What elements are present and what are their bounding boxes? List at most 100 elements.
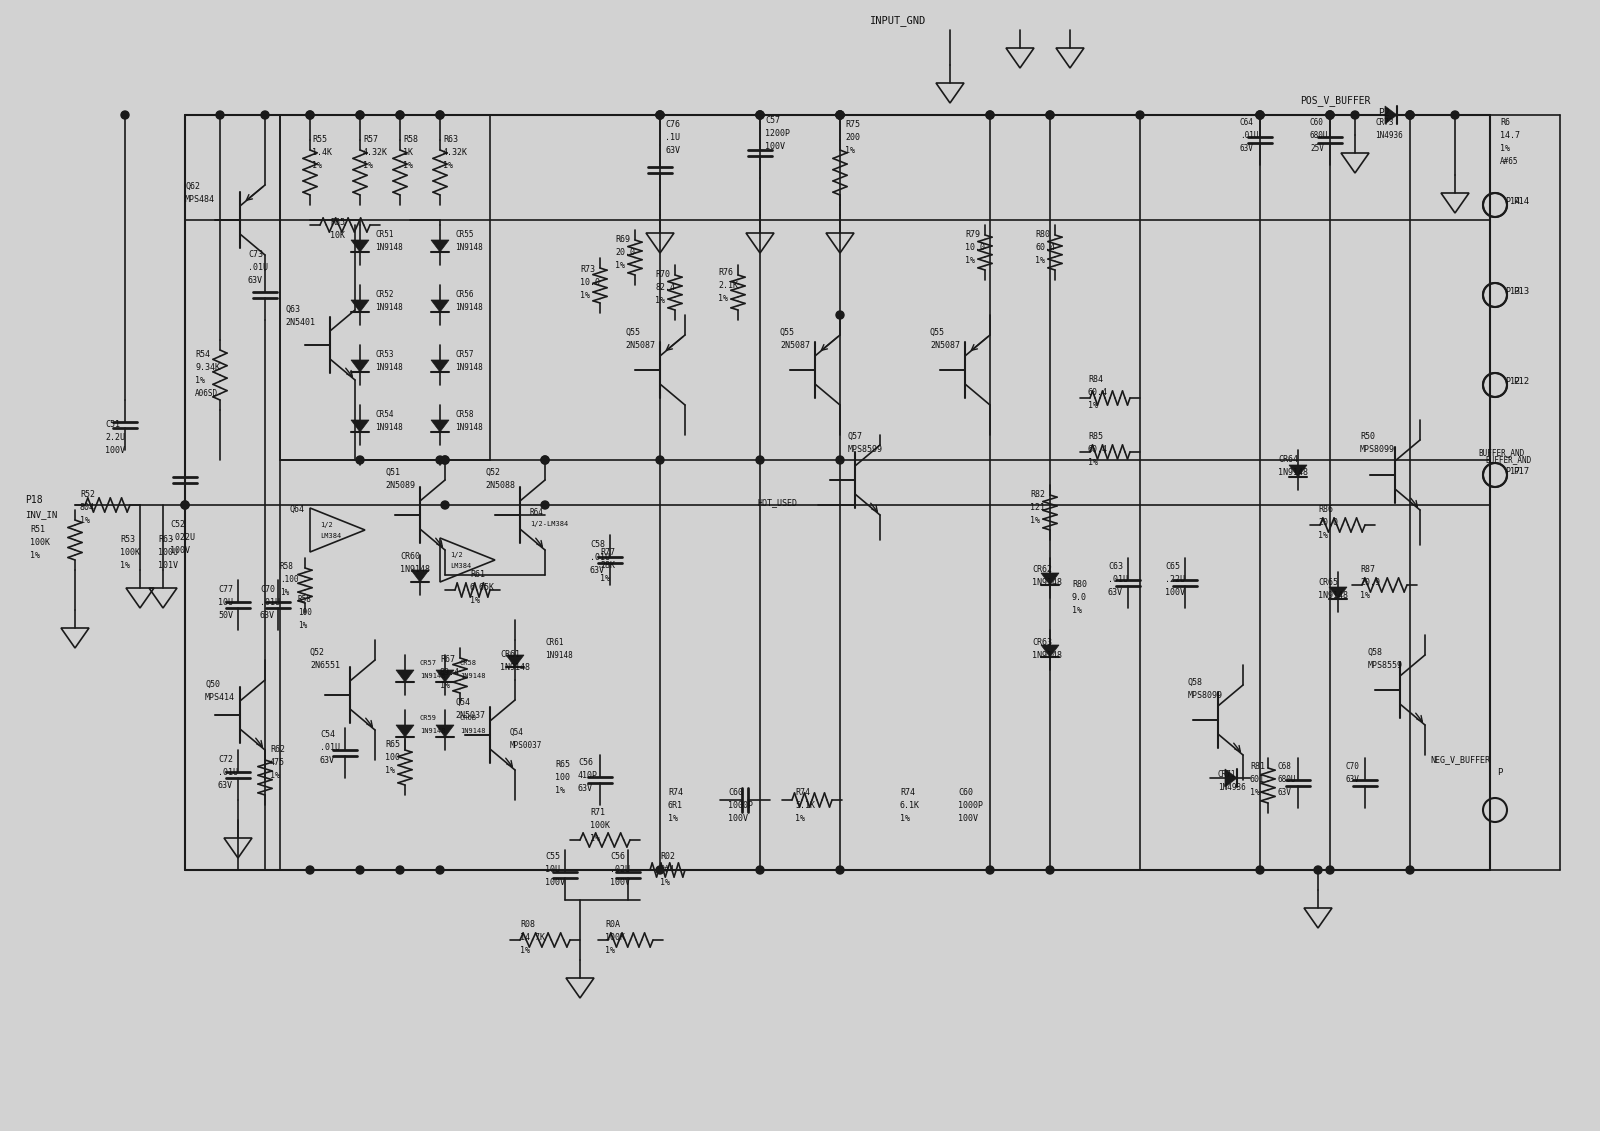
Text: P14: P14 xyxy=(1514,197,1530,206)
Text: R63: R63 xyxy=(158,535,173,544)
Text: 60.4: 60.4 xyxy=(1088,444,1107,454)
Text: 9.34K: 9.34K xyxy=(195,363,221,372)
Circle shape xyxy=(355,111,365,119)
Circle shape xyxy=(1326,111,1334,119)
Polygon shape xyxy=(1290,465,1307,477)
Text: 1%: 1% xyxy=(795,814,805,823)
Circle shape xyxy=(757,456,765,464)
Text: Q55: Q55 xyxy=(930,328,946,337)
Circle shape xyxy=(656,111,664,119)
Text: .1U: .1U xyxy=(666,133,680,143)
Text: 63V: 63V xyxy=(1240,144,1254,153)
Text: 1N9148: 1N9148 xyxy=(374,423,403,432)
Text: 100V: 100V xyxy=(728,814,749,823)
Text: 1N9148: 1N9148 xyxy=(454,423,483,432)
Text: 2.1K: 2.1K xyxy=(718,280,738,290)
Text: CR64: CR64 xyxy=(1278,455,1298,464)
Text: 2.2U: 2.2U xyxy=(106,433,125,442)
Circle shape xyxy=(1406,111,1414,119)
Text: P12: P12 xyxy=(1514,377,1530,386)
Circle shape xyxy=(355,456,365,464)
Text: C70: C70 xyxy=(259,585,275,594)
Text: MPS414: MPS414 xyxy=(205,693,235,702)
Text: 100V: 100V xyxy=(765,143,786,152)
Text: 25V: 25V xyxy=(1310,144,1323,153)
Text: R76: R76 xyxy=(718,268,733,277)
Text: .01U: .01U xyxy=(218,768,238,777)
Text: C55: C55 xyxy=(546,852,560,861)
Text: 1000P: 1000P xyxy=(728,801,754,810)
Text: C57: C57 xyxy=(765,116,781,126)
Text: Q54: Q54 xyxy=(454,698,470,707)
Text: R70: R70 xyxy=(654,270,670,279)
Circle shape xyxy=(1314,866,1322,874)
Text: 1%: 1% xyxy=(520,946,530,955)
Polygon shape xyxy=(397,670,414,682)
Text: CR63: CR63 xyxy=(1032,638,1053,647)
Text: 1%: 1% xyxy=(845,146,854,155)
Text: 1.4K: 1.4K xyxy=(312,148,333,157)
Text: 2N5087: 2N5087 xyxy=(930,342,960,349)
Text: MPS8559: MPS8559 xyxy=(1368,661,1403,670)
Circle shape xyxy=(656,456,664,464)
Text: 680U: 680U xyxy=(1278,775,1296,784)
Text: R71: R71 xyxy=(590,808,605,817)
Text: CR58: CR58 xyxy=(461,661,477,666)
Text: C73: C73 xyxy=(248,250,262,259)
Circle shape xyxy=(1046,111,1054,119)
Text: 89.4: 89.4 xyxy=(440,668,461,677)
Text: CR52: CR52 xyxy=(374,290,394,299)
Text: R02: R02 xyxy=(661,852,675,861)
Text: 2N5037: 2N5037 xyxy=(454,711,485,720)
Circle shape xyxy=(397,866,403,874)
Text: .100: .100 xyxy=(280,575,299,584)
Text: 1%: 1% xyxy=(312,161,322,170)
Text: 680U: 680U xyxy=(1310,131,1328,140)
Text: C63: C63 xyxy=(1107,562,1123,571)
Circle shape xyxy=(181,501,189,509)
Text: .01U: .01U xyxy=(1240,131,1259,140)
Text: R65: R65 xyxy=(555,760,570,769)
Circle shape xyxy=(835,866,845,874)
Circle shape xyxy=(1451,111,1459,119)
Circle shape xyxy=(355,111,365,119)
Polygon shape xyxy=(1330,587,1347,599)
Text: 1N9148: 1N9148 xyxy=(461,673,485,679)
Text: BUFFER_AND: BUFFER_AND xyxy=(1485,455,1531,464)
Text: A#65: A#65 xyxy=(1501,157,1518,166)
Circle shape xyxy=(261,111,269,119)
Text: 63V: 63V xyxy=(578,784,594,793)
Text: R74: R74 xyxy=(669,788,683,797)
Text: 2N5401: 2N5401 xyxy=(285,318,315,327)
Text: CR54: CR54 xyxy=(374,411,394,418)
Text: R81: R81 xyxy=(1250,762,1266,771)
Text: 100V: 100V xyxy=(106,446,125,455)
Text: 1N4936: 1N4936 xyxy=(1218,783,1246,792)
Text: 14.7: 14.7 xyxy=(1501,131,1520,140)
Text: 1%: 1% xyxy=(280,588,290,597)
Polygon shape xyxy=(506,655,525,667)
Circle shape xyxy=(306,111,314,119)
Text: 20.9: 20.9 xyxy=(1360,578,1379,587)
Text: 1%: 1% xyxy=(654,296,666,305)
Text: CR51: CR51 xyxy=(374,230,394,239)
Text: 10.0: 10.0 xyxy=(579,278,600,287)
Text: 1N9148: 1N9148 xyxy=(461,728,485,734)
Text: MPS484: MPS484 xyxy=(186,195,214,204)
Polygon shape xyxy=(397,725,414,737)
Text: .22U: .22U xyxy=(1165,575,1186,584)
Text: R75: R75 xyxy=(845,120,861,129)
Text: 1K: 1K xyxy=(403,148,413,157)
Text: 50V: 50V xyxy=(218,611,234,620)
Text: P18: P18 xyxy=(26,495,43,506)
Text: R53: R53 xyxy=(120,535,134,544)
Text: MPS0037: MPS0037 xyxy=(510,741,542,750)
Circle shape xyxy=(1046,111,1054,119)
Text: .01U: .01U xyxy=(1107,575,1128,584)
Text: P12: P12 xyxy=(1506,377,1520,386)
Text: 1N9148: 1N9148 xyxy=(374,363,403,372)
Text: 1%: 1% xyxy=(470,596,480,605)
Polygon shape xyxy=(430,360,450,372)
Text: 1200P: 1200P xyxy=(765,129,790,138)
Text: 100U: 100U xyxy=(158,549,178,556)
